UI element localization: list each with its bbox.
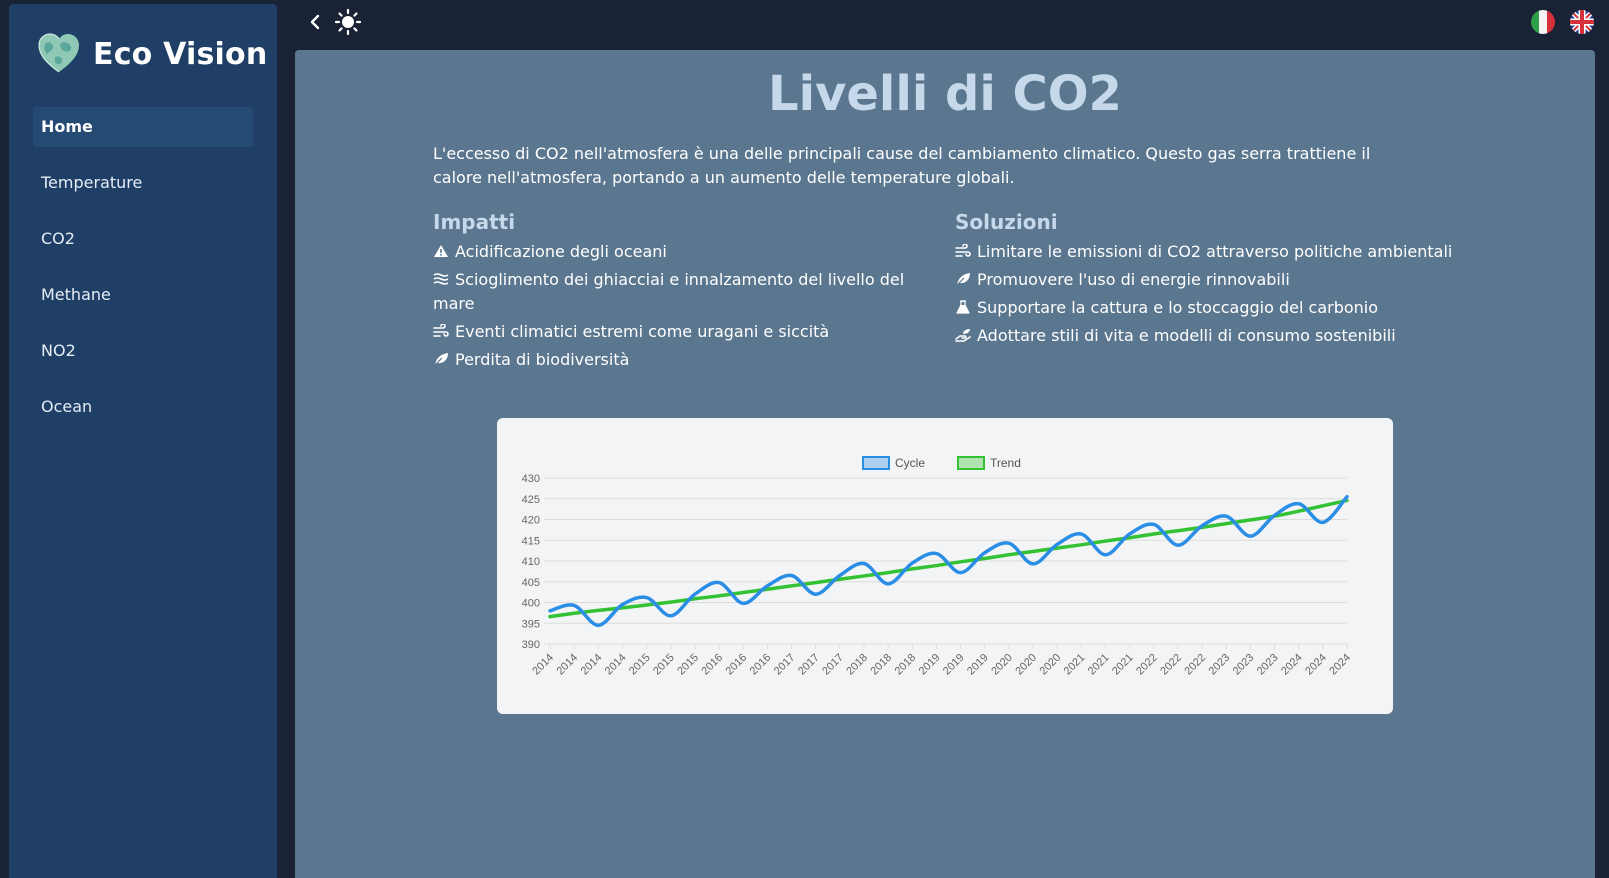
x-tick-label: 2022 — [1158, 652, 1184, 678]
y-tick-label: 420 — [522, 515, 540, 527]
solution-text: Adottare stili di vita e modelli di cons… — [977, 326, 1396, 345]
x-tick-label: 2020 — [1038, 652, 1064, 678]
co2-chart: Cycle Trend 390 395 400 405 410 415 420 425 430 201… — [522, 456, 1353, 678]
x-tick-label: 2017 — [796, 652, 822, 678]
list-item: Promuovere l'uso di energie rinnovabili — [955, 268, 1475, 292]
x-tick-label: 2014 — [579, 652, 605, 678]
impacts-section: Impatti Acidificazione degli oceani Scio… — [433, 210, 913, 376]
x-tick-label: 2021 — [1086, 652, 1112, 678]
x-tick-label: 2014 — [530, 652, 556, 678]
x-tick-label: 2023 — [1207, 652, 1233, 678]
sidebar-nav: Home Temperature CO2 Methane NO2 Ocean — [33, 107, 253, 443]
impact-text: Perdita di biodiversità — [455, 350, 630, 369]
x-tick-label: 2023 — [1231, 652, 1257, 678]
page-title: Livelli di CO2 — [768, 66, 1122, 122]
x-tick-label: 2021 — [1062, 652, 1088, 678]
solution-text: Limitare le emissioni di CO2 attraverso … — [977, 242, 1453, 261]
leaf-icon — [433, 353, 448, 366]
x-tick-label: 2016 — [748, 652, 774, 678]
water-icon — [433, 273, 449, 285]
list-item: Perdita di biodiversità — [433, 348, 913, 372]
chevron-left-icon[interactable] — [306, 11, 324, 33]
x-tick-label: 2016 — [699, 652, 725, 678]
list-item: Eventi climatici estremi come uragani e … — [433, 320, 913, 344]
solution-text: Supportare la cattura e lo stoccaggio de… — [977, 298, 1379, 317]
x-tick-label: 2016 — [724, 652, 750, 678]
x-tick-label: 2019 — [917, 652, 943, 678]
y-tick-label: 395 — [522, 618, 540, 630]
solutions-title: Soluzioni — [955, 210, 1058, 234]
sidebar-item-no2[interactable]: NO2 — [41, 341, 76, 360]
x-tick-label: 2015 — [675, 652, 701, 678]
x-tick-label: 2020 — [1013, 652, 1039, 678]
main-content: Livelli di CO2 L'eccesso di CO2 nell'atm… — [295, 50, 1595, 878]
x-tick-label: 2024 — [1327, 652, 1353, 678]
y-tick-label: 405 — [522, 577, 540, 589]
list-item: Scioglimento dei ghiacciai e innalzament… — [433, 268, 913, 316]
legend-label: Trend — [990, 456, 1021, 470]
intro-text: L'eccesso di CO2 nell'atmosfera è una de… — [433, 144, 1371, 187]
x-tick-label: 2019 — [941, 652, 967, 678]
list-item: Limitare le emissioni di CO2 attraverso … — [955, 240, 1475, 264]
legend-label: Cycle — [895, 456, 925, 470]
y-tick-label: 390 — [522, 639, 540, 651]
leaf-icon — [955, 273, 970, 286]
sidebar-item-methane[interactable]: Methane — [41, 285, 111, 304]
brand-title: Eco Vision — [93, 36, 268, 72]
x-tick-label: 2015 — [651, 652, 677, 678]
legend-swatch — [957, 456, 985, 470]
sidebar-item-ocean[interactable]: Ocean — [41, 397, 93, 416]
impacts-title: Impatti — [433, 210, 516, 234]
x-tick-label: 2014 — [554, 652, 580, 678]
brand[interactable]: Eco Vision — [37, 32, 267, 76]
list-item: Acidificazione degli oceani — [433, 240, 913, 264]
solutions-section: Soluzioni Limitare le emissioni di CO2 a… — [955, 210, 1475, 352]
x-tick-label: 2018 — [893, 652, 919, 678]
y-tick-label: 415 — [522, 535, 540, 547]
x-tick-label: 2022 — [1182, 652, 1208, 678]
x-tick-label: 2023 — [1255, 652, 1281, 678]
y-tick-label: 430 — [522, 473, 540, 485]
flask-icon — [956, 300, 970, 314]
y-tick-label: 400 — [522, 598, 540, 610]
list-item: Supportare la cattura e lo stoccaggio de… — [955, 296, 1475, 320]
list-item: Adottare stili di vita e modelli di cons… — [955, 324, 1475, 348]
wind-icon — [433, 324, 449, 337]
warning-icon — [434, 245, 448, 257]
sun-icon[interactable] — [334, 8, 362, 36]
impacts-list: Acidificazione degli oceani Scioglimento… — [433, 240, 913, 372]
x-tick-label: 2021 — [1110, 652, 1136, 678]
sidebar-item-temperature[interactable]: Temperature — [41, 173, 143, 192]
y-tick-label: 425 — [522, 494, 540, 506]
x-tick-label: 2017 — [820, 652, 846, 678]
cycle-series-line — [548, 494, 1349, 628]
x-tick-label: 2022 — [1134, 652, 1160, 678]
x-tick-label: 2024 — [1279, 652, 1305, 678]
x-tick-label: 2014 — [603, 652, 629, 678]
impact-text: Scioglimento dei ghiacciai e innalzament… — [433, 270, 905, 313]
uk-flag-icon[interactable] — [1570, 10, 1594, 34]
x-tick-label: 2017 — [772, 652, 798, 678]
y-tick-label: 410 — [522, 556, 540, 568]
solutions-list: Limitare le emissioni di CO2 attraverso … — [955, 240, 1475, 348]
impact-text: Eventi climatici estremi come uragani e … — [455, 322, 830, 341]
x-tick-label: 2018 — [844, 652, 870, 678]
co2-chart-card: Cycle Trend 390 395 400 405 410 415 420 425 430 201… — [497, 418, 1393, 714]
sidebar: Eco Vision Home Temperature CO2 Methane … — [9, 4, 277, 878]
italy-flag-icon[interactable] — [1531, 10, 1555, 34]
x-tick-label: 2018 — [868, 652, 894, 678]
x-tick-label: 2019 — [965, 652, 991, 678]
x-tick-label: 2020 — [989, 652, 1015, 678]
hand-leaf-icon — [955, 329, 971, 342]
sidebar-item-co2[interactable]: CO2 — [41, 229, 75, 248]
wind-icon — [955, 244, 971, 257]
x-tick-label: 2024 — [1303, 652, 1329, 678]
x-tick-label: 2015 — [627, 652, 653, 678]
solution-text: Promuovere l'uso di energie rinnovabili — [977, 270, 1290, 289]
sidebar-item-home[interactable]: Home — [33, 107, 253, 147]
impact-text: Acidificazione degli oceani — [455, 242, 667, 261]
legend-swatch — [862, 456, 890, 470]
earth-heart-icon — [38, 33, 79, 73]
